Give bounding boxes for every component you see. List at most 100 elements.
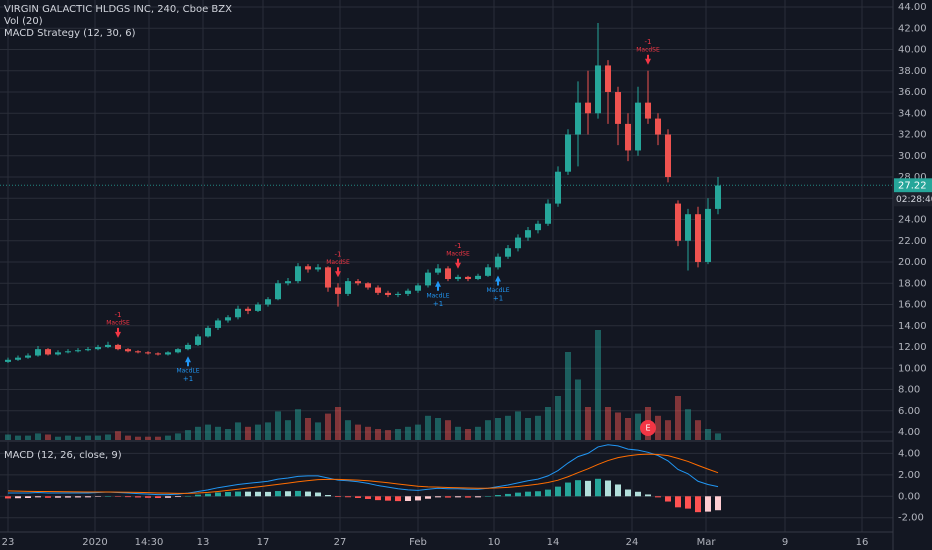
macd-histogram-bar: [495, 494, 501, 497]
volume-bar: [445, 420, 451, 440]
buy-arrow: [435, 280, 441, 291]
macd-title: MACD (12, 26, close, 9): [4, 450, 122, 461]
sell-arrow: [335, 267, 341, 278]
volume-bar: [105, 434, 111, 440]
volume-bar: [335, 407, 341, 440]
x-tick-label: Feb: [409, 537, 427, 548]
candle-body: [555, 171, 561, 204]
candle-body: [505, 248, 511, 257]
macd-tick-label: 0.00: [898, 491, 920, 502]
y-tick-label: 8.00: [898, 385, 920, 396]
candle-body: [675, 203, 681, 241]
candle-body: [265, 299, 271, 305]
candle-body: [295, 266, 301, 282]
volume-bar: [55, 436, 61, 440]
macd-histogram-bar: [615, 484, 621, 497]
macd-histogram-bar: [315, 492, 321, 497]
candle-body: [45, 349, 51, 355]
y-tick-label: 18.00: [898, 278, 927, 289]
buy-arrow: [495, 275, 501, 286]
candle-body: [445, 268, 451, 280]
macd-histogram-bar: [245, 491, 251, 497]
signal-label: MacdSE: [446, 250, 470, 257]
volume-bar: [435, 418, 441, 440]
macd-histogram-bar: [95, 496, 101, 497]
macd-histogram-bar: [555, 486, 561, 497]
candle-body: [345, 281, 351, 294]
volume-bar: [635, 413, 641, 440]
candle-body: [5, 359, 11, 362]
candle-body: [655, 118, 661, 135]
volume-bar: [95, 435, 101, 440]
candle-body: [415, 285, 421, 291]
candle-body: [695, 214, 701, 263]
macd-histogram-bar: [225, 491, 231, 497]
candle-body: [575, 102, 581, 135]
x-tick-label: 13: [197, 537, 210, 548]
volume-bar: [605, 407, 611, 440]
volume-bar: [375, 429, 381, 440]
candle-body: [585, 102, 591, 114]
candle-body: [125, 349, 131, 352]
macd-histogram-bar: [675, 496, 681, 508]
volume-bar: [515, 411, 521, 440]
macd-histogram-bar: [75, 496, 81, 498]
macd-histogram-bar: [405, 496, 411, 501]
volume-bar: [35, 433, 41, 440]
volume-bar: [285, 420, 291, 440]
volume-bar: [45, 434, 51, 440]
volume-bar: [325, 413, 331, 440]
volume-bar: [405, 426, 411, 440]
candle-body: [135, 351, 141, 353]
volume-bar: [355, 424, 361, 440]
macd-tick-label: -2.00: [898, 513, 924, 524]
volume-bar: [505, 415, 511, 440]
volume-bar: [595, 330, 601, 440]
x-tick-label: 9: [782, 537, 788, 548]
macd-histogram-bar: [585, 480, 591, 497]
sell-arrow: [645, 54, 651, 65]
volume-bar: [235, 422, 241, 440]
volume-bar: [205, 424, 211, 440]
volume-bar: [665, 420, 671, 440]
volume-bar: [115, 431, 121, 440]
candle-body: [335, 287, 341, 294]
volume-bar: [675, 396, 681, 440]
macd-histogram-bar: [85, 496, 91, 498]
candle-body: [635, 102, 641, 151]
y-tick-label: 12.00: [898, 342, 927, 353]
volume-bar: [485, 420, 491, 440]
candle-body: [325, 267, 331, 288]
candle-body: [605, 65, 611, 93]
x-tick-label: 10: [488, 537, 501, 548]
candle-body: [25, 355, 31, 358]
candle-body: [85, 349, 91, 351]
macd-histogram-bar: [505, 493, 511, 497]
macd-histogram-bar: [335, 496, 341, 498]
candle-body: [375, 287, 381, 293]
candle-body: [625, 123, 631, 151]
macd-histogram-bar: [275, 491, 281, 497]
chart-title: VIRGIN GALACTIC HLDGS INC, 240, Cboe BZX: [4, 4, 232, 15]
x-tick-label: 16: [856, 537, 869, 548]
y-tick-label: 6.00: [898, 406, 920, 417]
volume-bar: [25, 435, 31, 440]
signal-label: MacdLE: [486, 287, 509, 294]
macd-histogram-bar: [265, 491, 271, 497]
macd-line: [8, 444, 719, 496]
last-price-box: [894, 178, 932, 193]
macd-histogram-bar: [285, 491, 291, 497]
volume-bar: [365, 426, 371, 440]
candle-body: [525, 230, 531, 238]
signal-label: MacdLE: [426, 292, 449, 299]
candle-body: [615, 92, 621, 124]
candle-body: [465, 276, 471, 280]
macd-histogram-bar: [565, 482, 571, 497]
signal-qty: -1: [335, 250, 342, 258]
y-tick-label: 34.00: [898, 108, 927, 119]
signal-qty: -1: [455, 242, 462, 250]
macd-histogram-bar: [415, 496, 421, 501]
volume-bar: [455, 426, 461, 440]
macd-histogram-bar: [35, 496, 41, 498]
